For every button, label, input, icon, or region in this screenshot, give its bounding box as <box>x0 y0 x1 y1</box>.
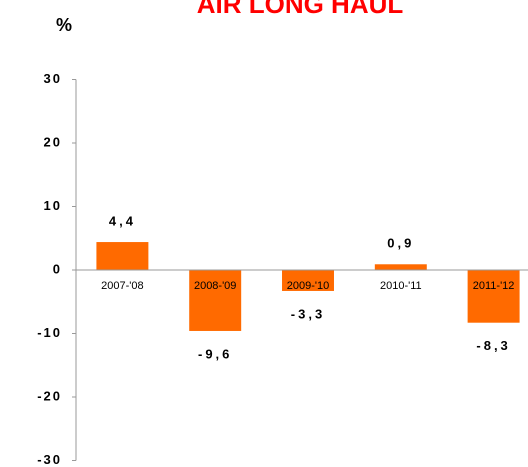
y-tick-label: -10 <box>37 325 62 340</box>
y-axis-label: % <box>56 15 72 35</box>
bar <box>467 270 520 323</box>
x-tick-label: 2011-'12 <box>473 280 515 292</box>
x-tick-label: 2010-'11 <box>380 280 422 292</box>
value-label: 4,4 <box>109 213 136 228</box>
x-tick-label: 2008-'09 <box>194 280 236 292</box>
bar <box>282 270 334 291</box>
value-label: -9,6 <box>198 346 232 361</box>
x-tick-label: 2009-'10 <box>287 280 329 292</box>
value-label: 0,9 <box>387 236 414 251</box>
y-tick-label: -30 <box>37 452 62 467</box>
bar <box>96 242 149 270</box>
chart-title: AIR LONG HAUL <box>197 0 404 19</box>
bar <box>189 270 242 331</box>
y-tick-label: 30 <box>44 71 62 86</box>
y-tick-label: 0 <box>53 261 62 276</box>
value-label: -8,3 <box>476 338 510 353</box>
bar <box>374 264 427 270</box>
x-tick-label: 2007-'08 <box>101 280 143 292</box>
y-tick-label: -20 <box>37 388 62 403</box>
y-tick-label: 10 <box>44 198 62 213</box>
y-tick-label: 20 <box>44 134 62 149</box>
value-label: -3,3 <box>291 306 325 321</box>
